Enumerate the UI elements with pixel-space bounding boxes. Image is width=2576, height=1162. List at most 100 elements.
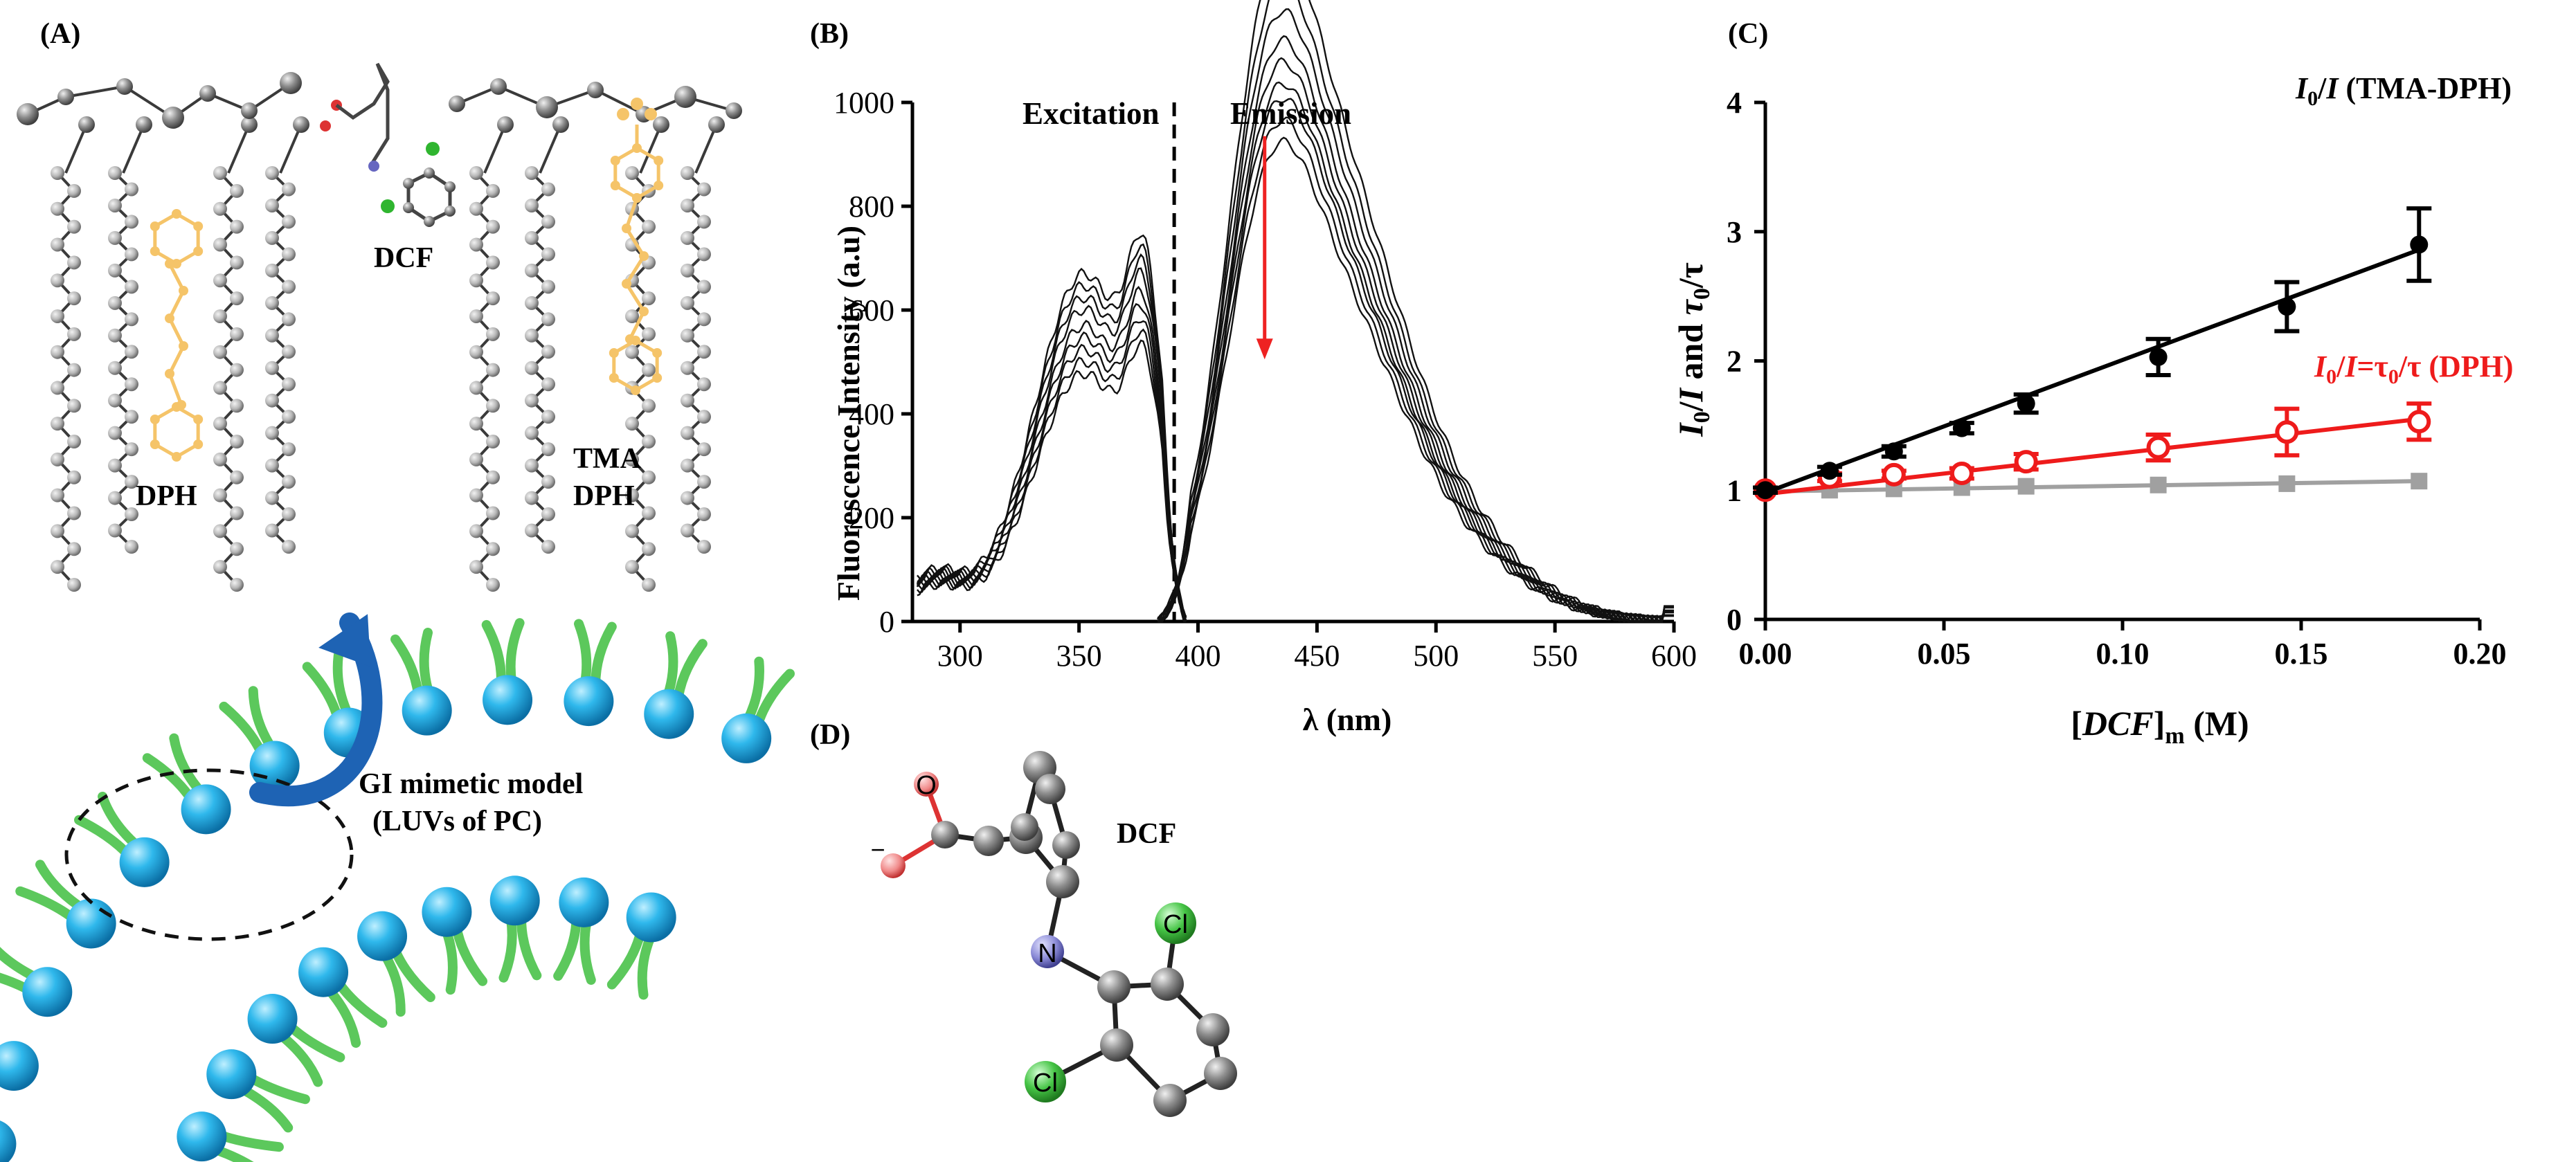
vesicle-bilayer: [0, 618, 795, 1162]
dcf-molecule: O − N Cl Cl: [870, 751, 1237, 1117]
chart-b-ytick-label: 1000: [834, 86, 894, 120]
dcf-chlorine: [381, 199, 395, 213]
lipid-bead: [282, 475, 296, 489]
dcf-skeleton: [335, 62, 390, 167]
dph-ring-bottom-atom: [172, 402, 181, 412]
lipid-bead: [625, 309, 639, 323]
lipid-bead: [541, 345, 555, 359]
lipid-head: [206, 1049, 257, 1100]
head-bond: [539, 124, 562, 174]
lipid-bead: [67, 363, 81, 377]
lipid-bead: [213, 273, 227, 288]
backbone-atom: [57, 89, 74, 105]
excitation-series-line: [916, 328, 1187, 622]
data-point: [2278, 475, 2296, 492]
lipid-bead: [625, 345, 639, 359]
lipid-bead: [67, 291, 81, 306]
chart-b-xtick-label: 550: [1532, 639, 1578, 673]
tma-polyene-atom: [622, 224, 631, 233]
tma-ring-top-atom: [654, 156, 664, 165]
model-label-line1: GI mimetic model: [359, 768, 583, 800]
backbone-atom: [449, 96, 465, 112]
nitrogen-atom: [1031, 935, 1064, 968]
lipid-head: [626, 892, 676, 943]
data-point: [2410, 235, 2429, 254]
tma-ring-bottom-atom: [652, 348, 663, 358]
lipid-head: [119, 837, 170, 887]
lipid-bead: [282, 540, 296, 554]
data-point: [2149, 347, 2168, 366]
dcf-oxygen: [320, 120, 331, 131]
lipid-head: [298, 947, 349, 997]
lipid-bead: [230, 183, 244, 198]
lipid-bead: [125, 182, 138, 197]
lipid-bead: [525, 393, 539, 408]
lipid-bead: [541, 540, 555, 554]
chart-c-xlabel: [DCF]m (M): [2071, 704, 2249, 749]
tma-methyl: [645, 108, 657, 120]
tma-methyl: [631, 98, 643, 110]
dph-ring-bottom-atom: [193, 415, 204, 424]
lipid-bead: [51, 166, 64, 180]
lipid-bead: [697, 475, 711, 489]
data-point: [1882, 462, 1906, 487]
lipid-bead: [469, 524, 483, 538]
chart-c-xtick-label: 0.20: [2453, 637, 2507, 671]
fit-line: [1764, 248, 2420, 495]
probe-molecules: [150, 62, 664, 462]
chart-b-xtick-label: 350: [1056, 639, 1102, 673]
lipid-bead: [486, 291, 500, 306]
lipid-bead: [541, 475, 555, 489]
lipid-bead: [265, 393, 279, 408]
lipid-head: [249, 741, 300, 791]
lipid-bead: [541, 182, 555, 197]
lipid-bead: [108, 263, 122, 278]
carbon-atom: [1035, 774, 1065, 804]
dcf-label-d: DCF: [1117, 818, 1176, 850]
lipid-bead: [265, 296, 279, 310]
lipid-bead: [697, 410, 711, 424]
oxygen-atom: [914, 772, 939, 797]
lipid-bead: [681, 328, 694, 343]
chart-b-xlabel: λ (nm): [1303, 702, 1392, 737]
lipid-bead: [230, 219, 244, 234]
lipid-bead: [282, 182, 296, 197]
lipid-bead: [230, 399, 244, 413]
data-point: [2411, 473, 2428, 490]
emission-series-line: [1157, 116, 1674, 623]
dcf-carbon: [444, 206, 456, 217]
lipid-bead: [213, 560, 227, 574]
atom-label-cl: Cl: [1033, 1069, 1058, 1098]
lipid-bead: [125, 410, 138, 424]
head-atom: [241, 116, 258, 133]
emission-series-line: [1158, 81, 1674, 623]
lipid-bead: [282, 280, 296, 294]
backbone-atom: [280, 72, 302, 94]
lipid-bead: [642, 435, 656, 449]
lipid-bead: [469, 309, 483, 323]
lipid-bead: [697, 507, 711, 522]
lipid-bead: [108, 361, 122, 375]
backbone-atom: [490, 78, 507, 95]
dph-polyene-atom: [165, 369, 174, 379]
lipid-bead: [213, 345, 227, 359]
carbon-atom: [931, 821, 959, 848]
lipid-chain-bond: [55, 172, 76, 586]
emission-series-line: [1157, 8, 1674, 623]
head-atom: [136, 116, 152, 133]
dcf-carbon: [424, 216, 435, 227]
dcf-label-a: DCF: [374, 242, 433, 274]
lipid-bead: [51, 488, 64, 502]
data-point: [1949, 461, 1974, 485]
head-bond: [122, 124, 145, 174]
lipid-bead: [125, 215, 138, 229]
lipid-bead: [67, 183, 81, 198]
emission-series-line: [1157, 98, 1674, 623]
lipid-bead: [125, 280, 138, 294]
lipid-bead: [51, 237, 64, 252]
lipid-bead: [213, 452, 227, 466]
backbone-atom: [536, 96, 558, 118]
backbone-atom: [199, 85, 216, 102]
lipid-bead: [525, 230, 539, 245]
lipid-bead: [51, 417, 64, 431]
